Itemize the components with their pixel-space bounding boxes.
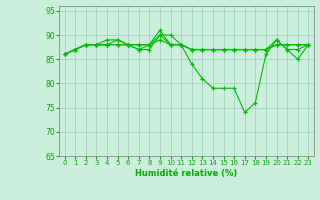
X-axis label: Humidité relative (%): Humidité relative (%) bbox=[135, 169, 237, 178]
